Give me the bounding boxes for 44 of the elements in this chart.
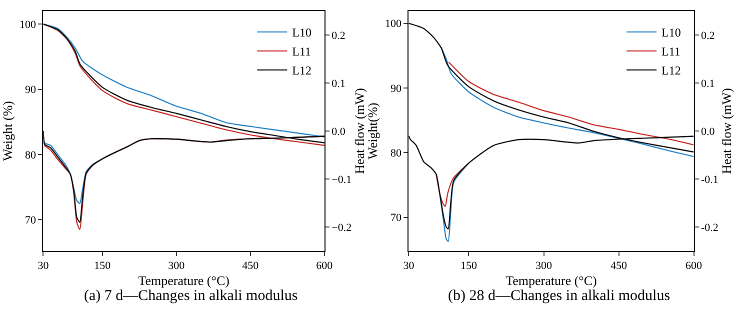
y-tick-label: 90 <box>390 82 402 95</box>
y-axis-title: Weight(%) <box>364 102 380 160</box>
y2-tick-label: −0.1 <box>332 174 352 186</box>
x-tick-label: 600 <box>316 260 334 272</box>
legend-label: L10 <box>292 26 312 40</box>
y2-tick-label: 0.1 <box>701 78 715 90</box>
y2-axis-title: Heat flow (mW) <box>352 88 368 174</box>
legend-label: L10 <box>662 26 681 40</box>
y2-tick-label: 0.2 <box>332 30 346 42</box>
y2-tick-label: 0.0 <box>332 126 346 138</box>
y-tick-label: 80 <box>25 149 37 162</box>
y2-tick-label: −0.2 <box>332 222 352 234</box>
y2-tick-label: 0.2 <box>701 30 715 42</box>
x-tick-label: 300 <box>168 260 186 272</box>
line-series <box>448 62 694 146</box>
y-tick-label: 100 <box>384 18 402 30</box>
line-series <box>440 46 694 158</box>
legend-label: L12 <box>662 64 681 78</box>
y-tick-label: 70 <box>25 214 37 227</box>
x-tick-label: 450 <box>242 260 260 272</box>
x-tick-label: 450 <box>610 260 628 272</box>
x-tick-label: 150 <box>460 260 478 272</box>
legend-label: L11 <box>662 44 680 59</box>
x-tick-label: 150 <box>94 260 112 272</box>
x-tick-label: 30 <box>403 260 415 272</box>
text: (a) 7 d—Changes in alkali modulus <box>84 288 298 304</box>
legend-label: L12 <box>292 64 312 78</box>
y-axis-title: Weight (%) <box>0 101 15 161</box>
y-tick-label: 90 <box>25 84 37 96</box>
y2-tick-label: -0.2 <box>701 222 718 234</box>
y2-tick-label: 0.0 <box>701 126 716 138</box>
y-tick-label: 70 <box>390 212 402 224</box>
text: (b) 28 d—Changes in alkali modulus <box>448 288 670 304</box>
legend-label: L11 <box>292 44 312 59</box>
x-axis-title: Temperature (°C) <box>138 272 230 288</box>
x-tick-label: 300 <box>536 260 552 272</box>
y-tick-label: 100 <box>20 18 37 31</box>
x-tick-label: 600 <box>686 260 703 272</box>
y2-tick-label: -0.1 <box>701 174 718 186</box>
y-tick-label: 80 <box>390 148 402 160</box>
y2-axis-title: Heat flow (mW) <box>719 88 734 174</box>
y2-tick-label: 0.1 <box>332 78 346 90</box>
x-axis-title: Temperature (°C) <box>506 272 597 288</box>
x-tick-label: 30 <box>38 260 50 272</box>
